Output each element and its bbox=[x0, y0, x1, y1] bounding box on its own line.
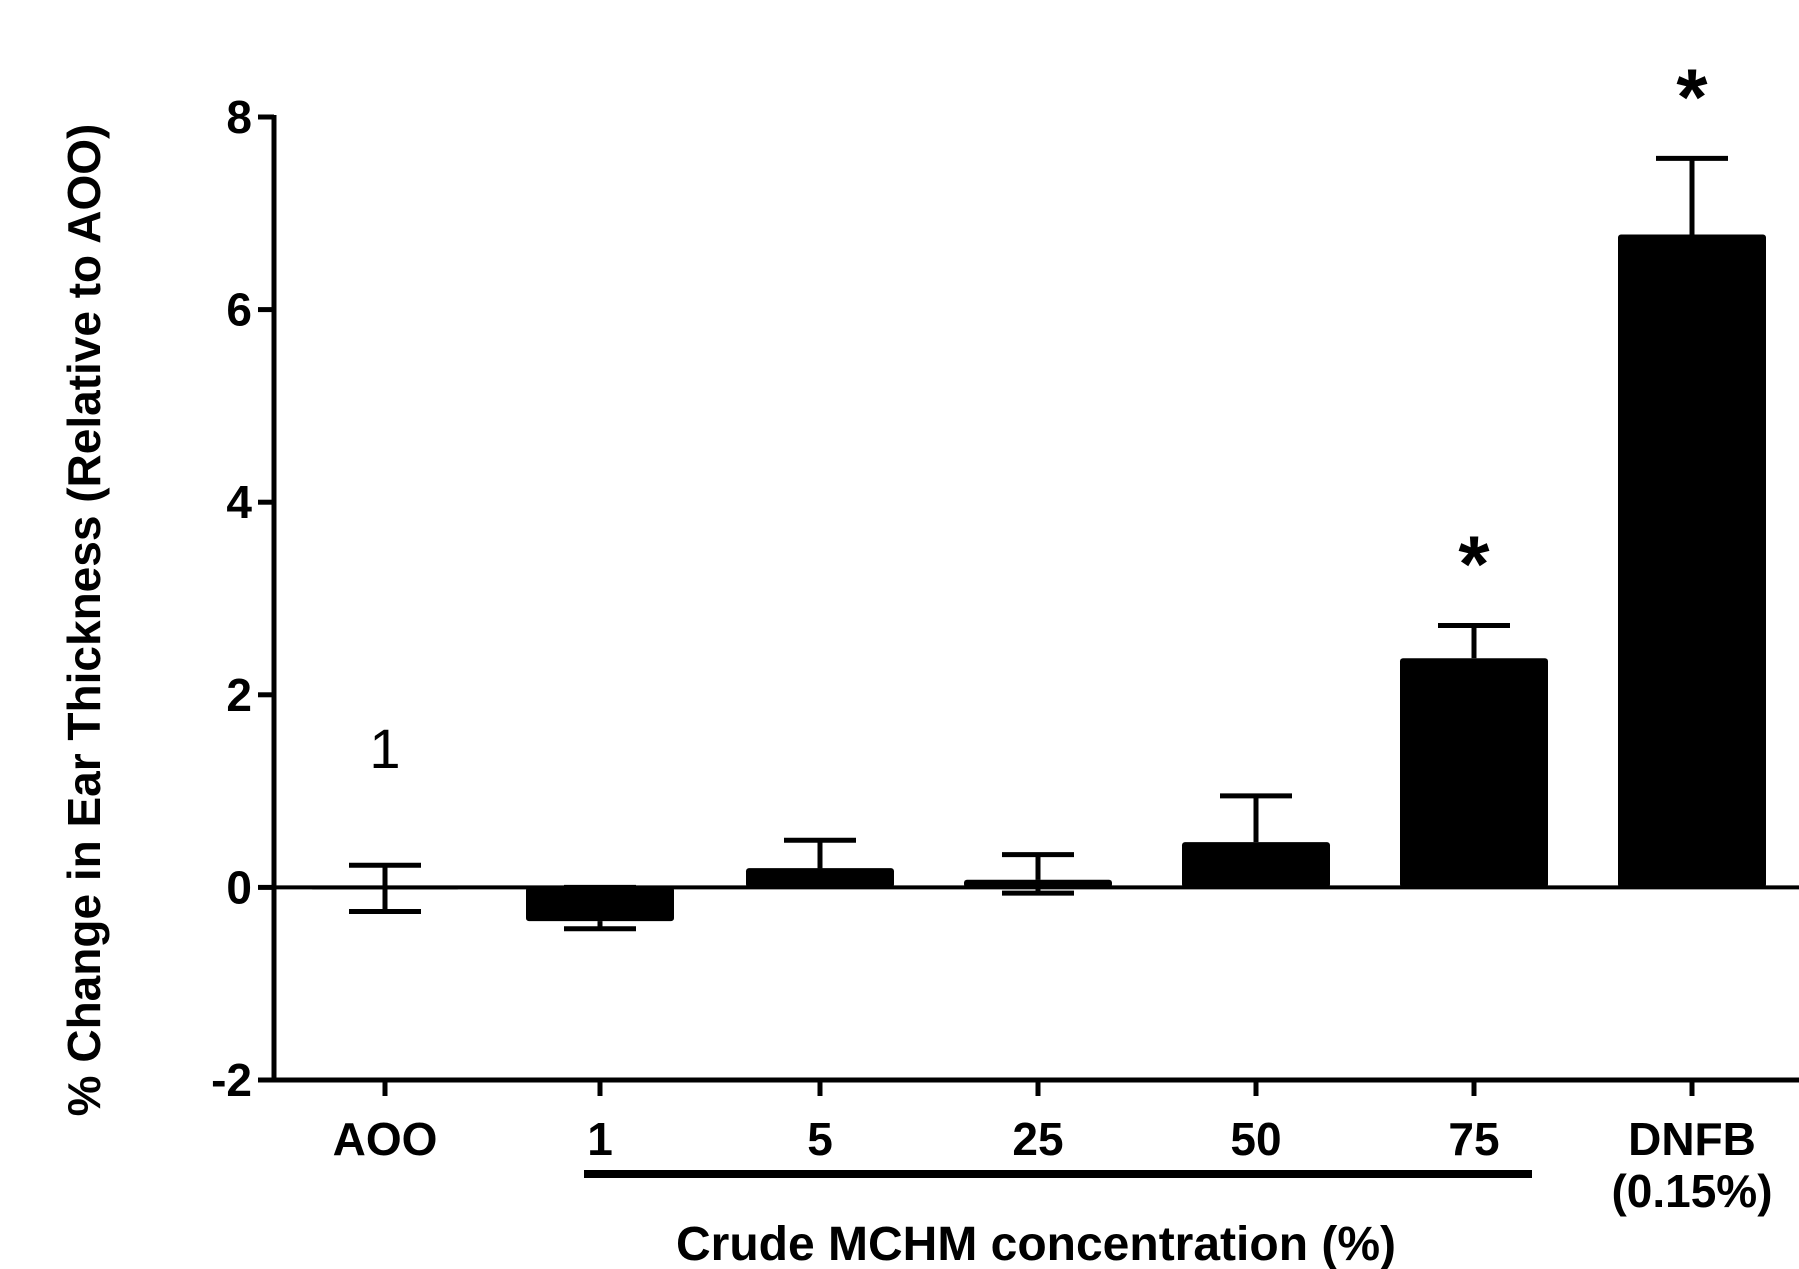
bars bbox=[311, 234, 1766, 922]
y-tick-label: -2 bbox=[211, 1054, 252, 1106]
y-axis bbox=[258, 114, 1799, 1083]
y-tick-label: 4 bbox=[226, 476, 252, 528]
y-tick-labels: -2 0 2 4 6 8 bbox=[211, 91, 252, 1106]
x-tick-label: 50 bbox=[1230, 1113, 1281, 1165]
significance-star: * bbox=[1458, 519, 1490, 608]
x-axis-label: Crude MCHM concentration (%) bbox=[676, 1218, 1396, 1269]
y-tick-label: 0 bbox=[226, 861, 252, 913]
error-bars bbox=[349, 155, 1728, 932]
category-labels: AOO 1 5 25 50 75 DNFB (0.15%) bbox=[333, 1113, 1773, 1217]
bar bbox=[1400, 658, 1548, 888]
significance-star: * bbox=[1676, 52, 1708, 141]
x-tick-label: 25 bbox=[1012, 1113, 1063, 1165]
x-tick-label: DNFB (0.15%) bbox=[1611, 1113, 1772, 1217]
annotations: * * 1 bbox=[369, 52, 1708, 779]
y-axis-label: % Change in Ear Thickness (Relative to A… bbox=[58, 124, 110, 1117]
x-axis bbox=[272, 1077, 1799, 1096]
y-tick-label: 6 bbox=[226, 284, 252, 336]
annotation-label: 1 bbox=[369, 717, 400, 780]
bar bbox=[1618, 234, 1766, 888]
y-tick-label: 2 bbox=[226, 669, 252, 721]
x-tick-label: 75 bbox=[1448, 1113, 1499, 1165]
bar bbox=[746, 868, 894, 888]
x-tick-label: AOO bbox=[333, 1113, 438, 1165]
x-tick-label: 1 bbox=[587, 1113, 613, 1165]
x-tick-label: 5 bbox=[807, 1113, 833, 1165]
y-tick-label: 8 bbox=[226, 91, 252, 143]
bar bbox=[1182, 842, 1330, 888]
